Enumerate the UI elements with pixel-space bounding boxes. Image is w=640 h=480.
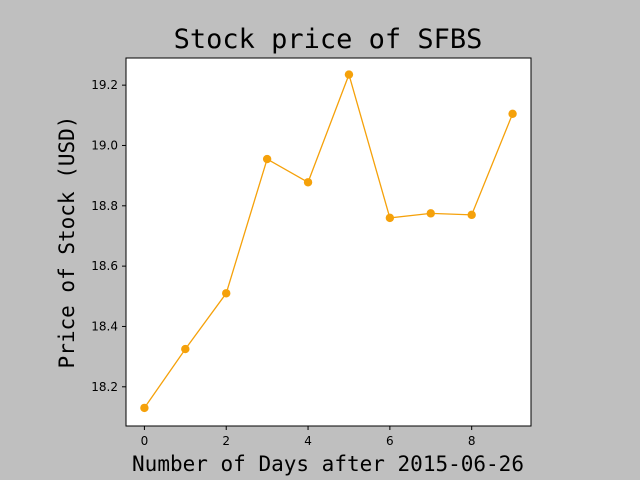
data-point [140,403,149,413]
plot-area [125,57,532,427]
data-point [303,178,313,187]
y-tick-label: 18.4 [91,319,118,333]
y-tick-label: 18.8 [91,199,118,213]
series-layer [140,70,517,413]
data-point [426,209,435,218]
x-tick-label: 6 [386,434,394,448]
series-line [143,72,514,409]
y-tick-label: 19.0 [91,138,118,152]
x-tick-label: 4 [304,434,312,448]
y-tick-label: 18.6 [91,259,118,273]
data-point [181,344,190,354]
x-tick-label: 8 [468,434,476,448]
chart-title: Stock price of SFBS [174,24,483,55]
x-axis-label: Number of Days after 2015-06-26 [132,452,524,476]
x-tick-label: 0 [141,434,149,448]
data-point [262,154,272,164]
data-point [385,213,395,223]
data-point [344,70,354,79]
data-point [508,109,517,119]
y-tick-label: 18.2 [91,380,118,394]
ticks: 0 2 4 6 8 18.2 18.4 18.6 18.8 19.0 19.2 [91,78,475,448]
data-point [467,210,476,220]
x-tick-label: 2 [222,434,230,448]
data-point [222,289,231,298]
y-tick-label: 19.2 [91,78,118,92]
y-axis-label: Price of Stock (USD) [55,116,79,369]
